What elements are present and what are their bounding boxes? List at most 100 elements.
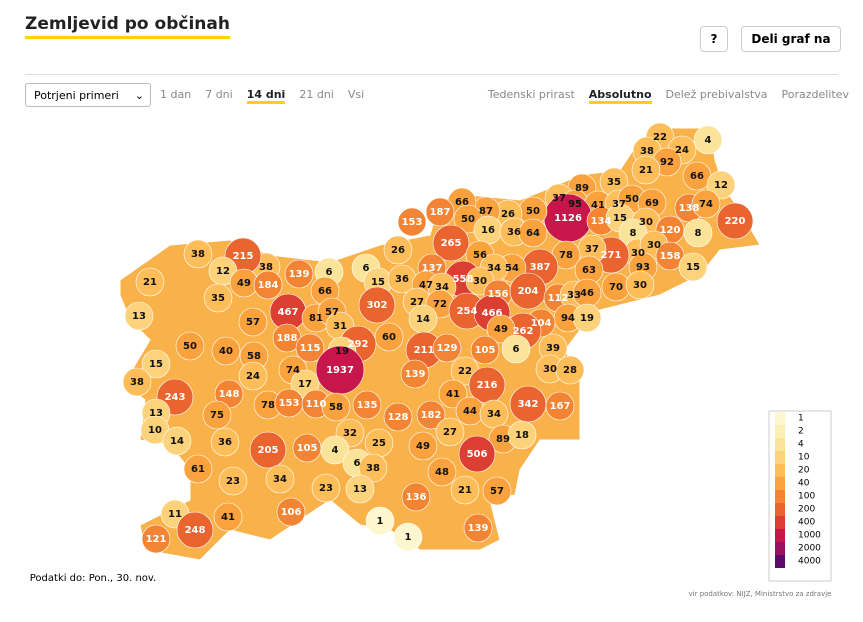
value-label: 44 <box>463 406 477 417</box>
value-label: 34 <box>273 474 287 485</box>
value-label: 1126 <box>554 213 582 224</box>
value-label: 57 <box>246 317 260 328</box>
value-label: 6 <box>354 458 361 469</box>
municipality <box>501 334 531 364</box>
value-label: 61 <box>191 464 205 475</box>
value-label: 81 <box>309 313 323 324</box>
municipality <box>210 427 240 457</box>
value-label: 112 <box>548 293 569 304</box>
value-label: 78 <box>559 250 573 261</box>
value-label: 558 <box>453 274 474 285</box>
legend-swatch <box>775 438 785 451</box>
value-label: 93 <box>636 262 650 273</box>
value-label: 467 <box>278 307 299 318</box>
value-label: 14 <box>416 314 430 325</box>
municipality <box>427 457 457 487</box>
value-label: 6 <box>326 267 333 278</box>
period-tab[interactable]: 21 dni <box>299 88 334 101</box>
value-label: 56 <box>473 250 487 261</box>
municipality <box>432 333 462 363</box>
value-label: 37 <box>612 199 626 210</box>
value-label: 50 <box>526 206 540 217</box>
value-label: 38 <box>191 249 205 260</box>
view-tab[interactable]: Absolutno <box>588 88 652 104</box>
value-label: 148 <box>219 389 240 400</box>
value-label: 63 <box>582 265 596 276</box>
value-label: 15 <box>613 213 627 224</box>
municipality <box>374 322 404 352</box>
value-label: 30 <box>639 217 653 228</box>
value-label: 12 <box>714 180 728 191</box>
value-label: 30 <box>473 276 487 287</box>
value-label: 75 <box>210 410 224 421</box>
help-button[interactable]: ? <box>700 26 728 52</box>
period-tab[interactable]: 1 dan <box>160 88 192 101</box>
value-label: 156 <box>488 289 509 300</box>
value-label: 1 <box>405 532 412 543</box>
value-label: 188 <box>277 333 298 344</box>
value-label: 15 <box>371 277 385 288</box>
municipality <box>122 367 152 397</box>
municipality <box>572 303 602 333</box>
footer-source: vir podatkov: NIJZ, Ministrstvo za zdrav… <box>689 590 832 598</box>
value-label: 138 <box>679 203 700 214</box>
value-label: 220 <box>725 216 746 227</box>
value-label: 211 <box>414 345 435 356</box>
value-label: 105 <box>475 345 496 356</box>
value-label: 21 <box>639 165 653 176</box>
legend-swatch <box>775 516 785 529</box>
value-label: 18 <box>515 430 529 441</box>
legend-label: 10 <box>798 453 810 463</box>
value-label: 31 <box>333 321 347 332</box>
view-tab[interactable]: Delež prebivalstva <box>665 88 768 101</box>
value-label: 292 <box>348 339 369 350</box>
value-label: 135 <box>357 400 378 411</box>
view-tab[interactable]: Tedenski prirast <box>487 88 575 101</box>
legend-label: 2000 <box>798 544 821 554</box>
period-tab[interactable]: 14 dni <box>246 88 286 104</box>
value-label: 39 <box>546 343 560 354</box>
footer-date: Podatki do: Pon., 30. nov. <box>30 573 156 584</box>
municipality <box>432 224 470 262</box>
municipality <box>295 333 325 363</box>
value-label: 187 <box>430 207 451 218</box>
legend-swatch <box>775 425 785 438</box>
value-label: 50 <box>625 194 639 205</box>
share-button[interactable]: Deli graf na <box>741 26 841 52</box>
value-label: 72 <box>433 299 447 310</box>
value-label: 105 <box>297 443 318 454</box>
value-label: 92 <box>660 157 674 168</box>
municipality <box>397 207 427 237</box>
value-label: 89 <box>496 434 510 445</box>
period-tab[interactable]: Vsi <box>347 88 365 101</box>
municipality <box>238 307 268 337</box>
value-label: 10 <box>148 425 162 436</box>
legend-label: 20 <box>798 466 810 476</box>
municipality <box>555 355 585 385</box>
municipality <box>162 426 192 456</box>
value-label: 110 <box>306 399 327 410</box>
value-label: 1937 <box>326 365 354 376</box>
value-label: 8 <box>695 228 702 239</box>
select[interactable]: Potrjeni primeri ⌄ <box>25 83 151 107</box>
legend-label: 1000 <box>798 531 821 541</box>
legend-swatch <box>775 555 785 568</box>
period-tab[interactable]: 7 dni <box>205 88 233 101</box>
municipality <box>183 454 213 484</box>
value-label: 26 <box>501 209 515 220</box>
municipality <box>358 453 388 483</box>
municipality <box>141 524 171 554</box>
municipality <box>463 513 493 543</box>
value-label: 205 <box>258 445 279 456</box>
view-tab[interactable]: Porazdelitev <box>781 88 849 101</box>
value-label: 24 <box>246 371 260 382</box>
municipality <box>321 392 351 422</box>
value-label: 129 <box>437 343 458 354</box>
value-label: 139 <box>405 369 426 380</box>
municipality <box>253 270 283 300</box>
value-label: 115 <box>300 343 321 354</box>
value-label: 36 <box>507 227 521 238</box>
value-label: 66 <box>690 171 704 182</box>
value-label: 57 <box>490 486 504 497</box>
municipality <box>545 391 575 421</box>
